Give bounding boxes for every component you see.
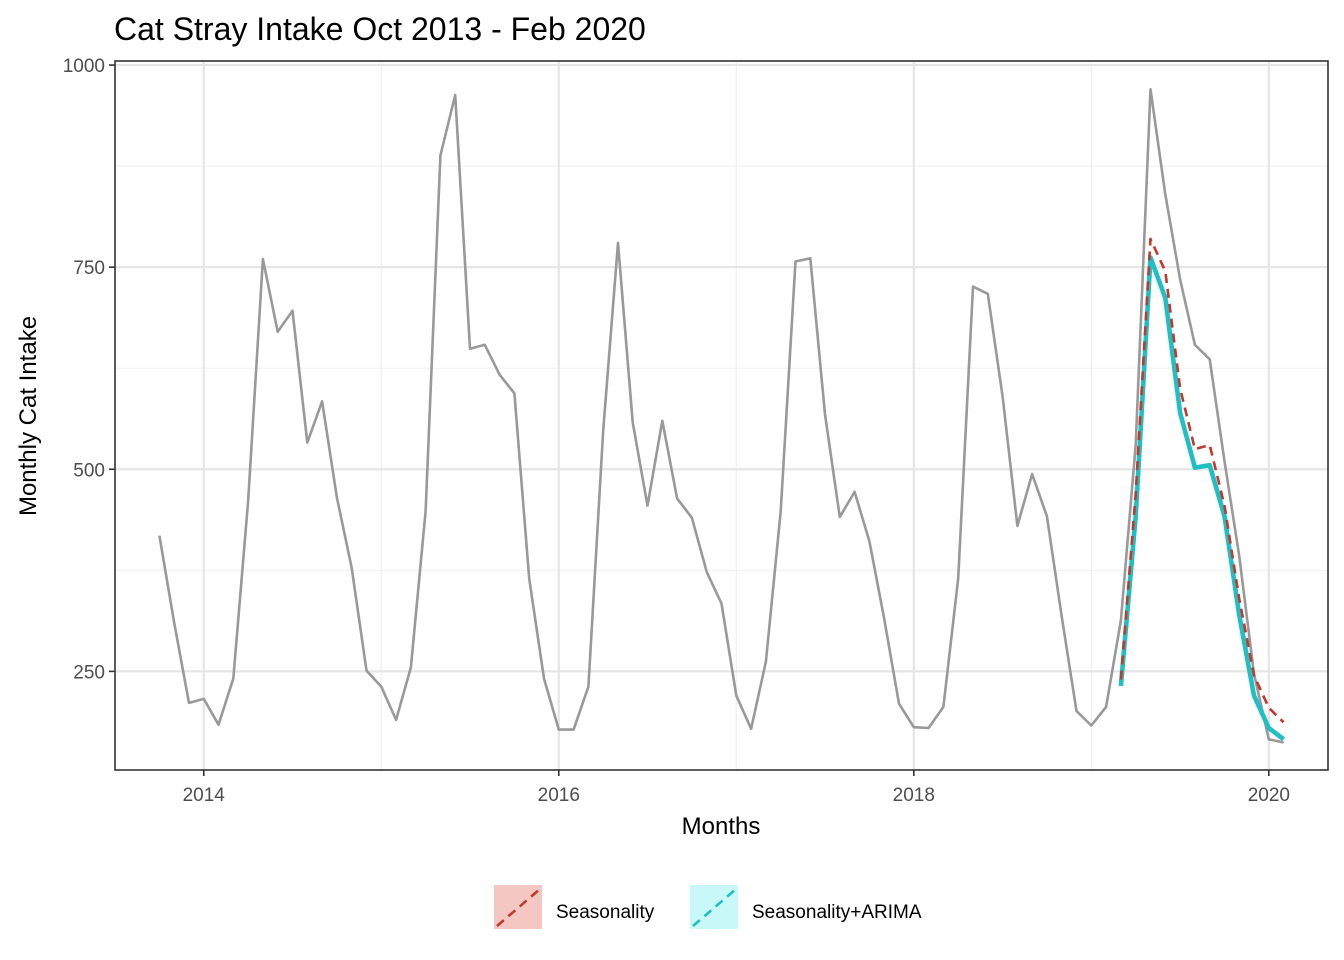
- major-grid: [115, 61, 1328, 770]
- legend-line-seasonality: [496, 888, 541, 927]
- y-axis-ticks: 250 500 750 1000: [63, 56, 115, 683]
- x-axis-ticks: 2014 2016 2018 2020: [183, 770, 1290, 806]
- seasonality-series-line: [1119, 237, 1285, 724]
- y-tick-label: 750: [73, 258, 105, 279]
- legend-label-seasonality-arima: Seasonality+ARIMA: [752, 902, 922, 923]
- y-tick-label: 1000: [63, 56, 105, 77]
- legend-item-seasonality: Seasonality: [494, 885, 655, 929]
- x-tick-label: 2014: [183, 785, 226, 806]
- y-axis-label: Monthly Cat Intake: [15, 316, 42, 516]
- legend-item-seasonality-arima: Seasonality+ARIMA: [690, 885, 922, 929]
- y-tick-label: 250: [73, 662, 105, 683]
- legend-label-seasonality: Seasonality: [556, 902, 655, 923]
- legend: Seasonality Seasonality+ARIMA: [494, 885, 922, 929]
- series-layer: [158, 88, 1285, 744]
- observed-series-line: [158, 88, 1284, 744]
- legend-line-seasonality-arima: [692, 888, 737, 927]
- plot-border: [114, 60, 1329, 771]
- x-axis-label: Months: [682, 813, 761, 840]
- y-tick-label: 500: [73, 460, 105, 481]
- x-tick-label: 2020: [1248, 785, 1290, 806]
- x-tick-label: 2016: [538, 785, 580, 806]
- chart-title: Cat Stray Intake Oct 2013 - Feb 2020: [114, 11, 646, 47]
- x-tick-label: 2018: [893, 785, 935, 806]
